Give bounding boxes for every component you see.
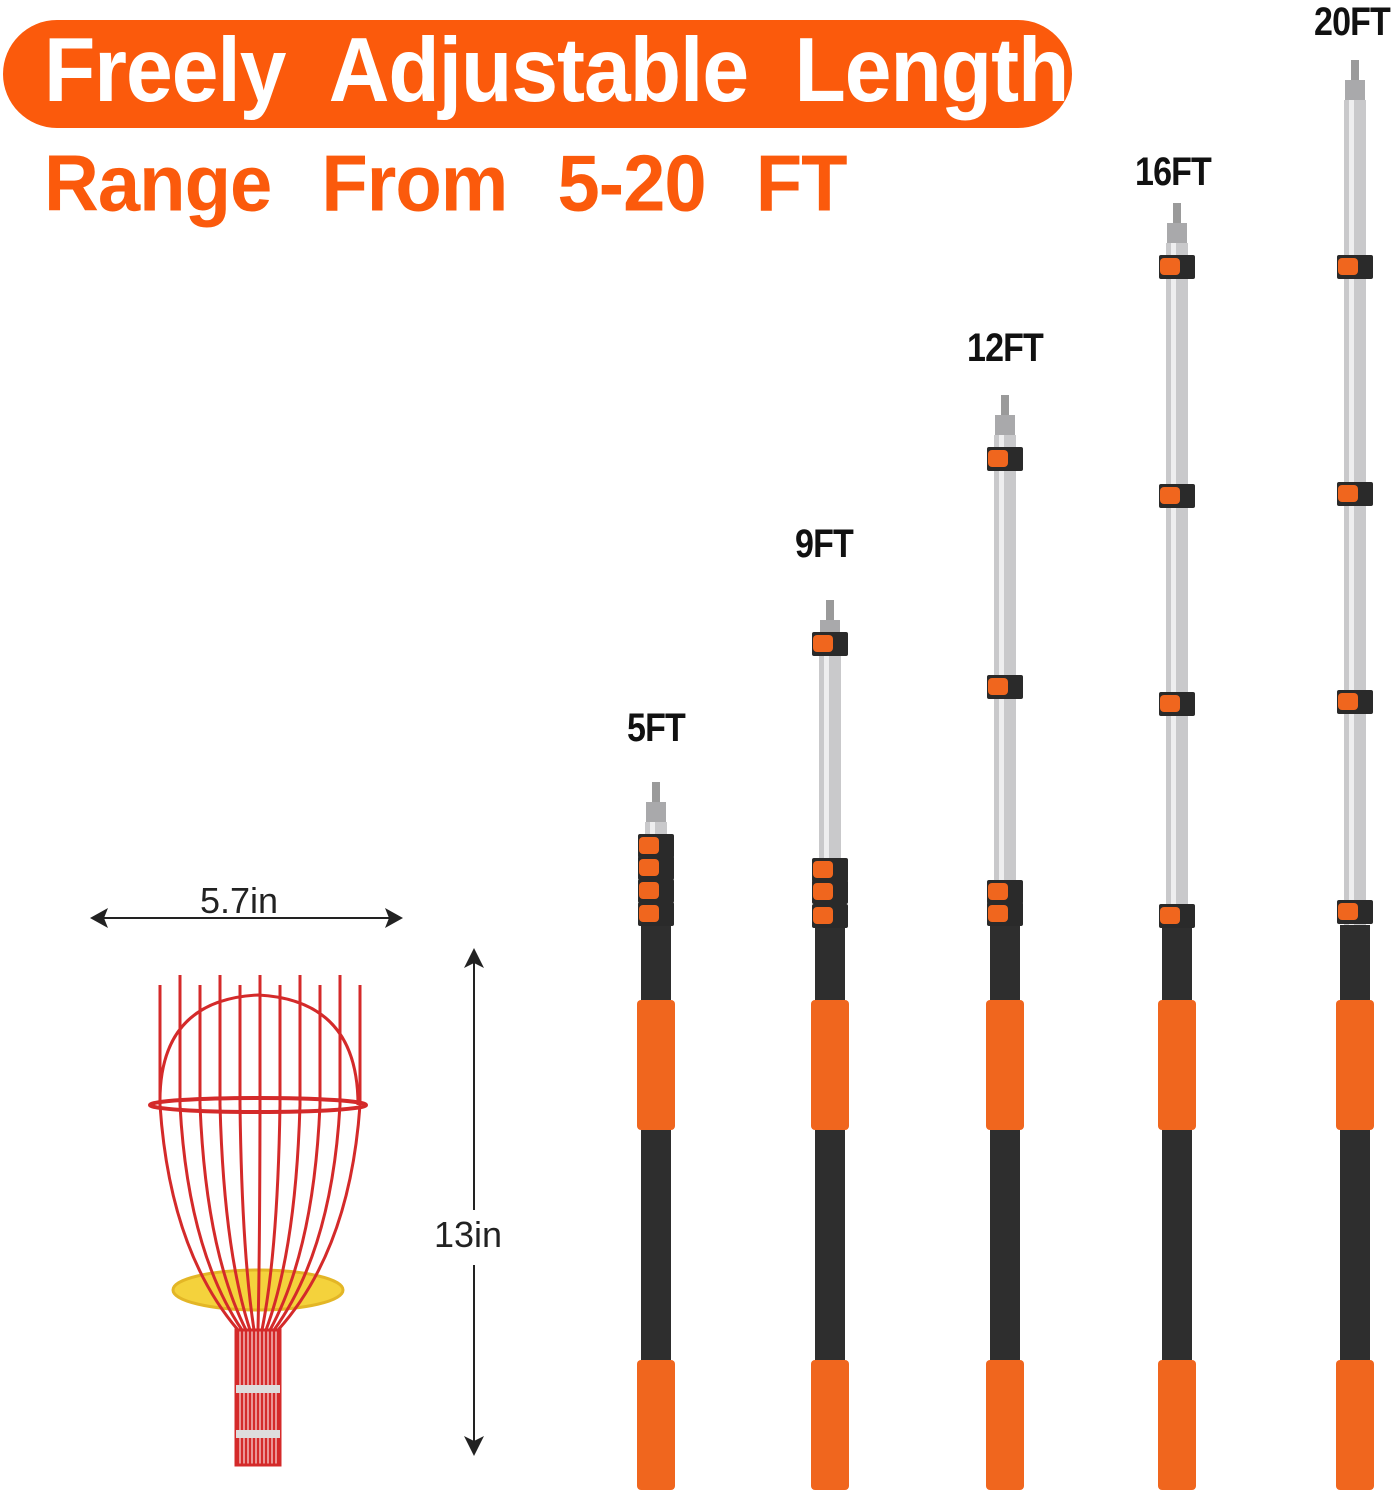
arrow-head-up-icon [464,948,484,968]
pole-5ft-clamp-lever [639,905,659,922]
title-banner [3,20,1072,128]
basket-rim [148,1096,368,1114]
pole-9ft-highlight [824,640,829,925]
pole-5ft-clamp-lever [639,882,659,899]
pole-9ft-clamp-lever [813,861,833,878]
pole-9ft-clamp-lever [813,907,833,924]
arrow-head-left-icon [90,908,108,928]
basket-wire [198,985,248,1465]
pole-9ft-clamp-lever [813,883,833,900]
pole-16ft-clamp-lever [1160,907,1180,924]
pole-16ft-silver-section [1166,243,1188,925]
pole-16ft-lower-grip [1158,1360,1196,1490]
basket-wire [238,985,256,1465]
basket-wire [218,975,252,1465]
pole-20ft-clamp-lever [1338,258,1358,275]
basket-arch [158,993,360,1106]
pole-12ft-lower-grip [986,1360,1024,1490]
pole-20ft-silver-section [1344,100,1366,925]
pole-label-16ft: 16FT [1135,150,1212,194]
pole-label-9ft: 9FT [795,522,854,566]
pole-5ft-thread [652,782,660,804]
basket-clamp [236,1430,280,1438]
pole-20ft-upper-grip [1336,1000,1374,1130]
pole-16ft-thread [1173,203,1181,225]
pole-20ft-clamp-lever [1338,485,1358,502]
basket-clamp [236,1385,280,1393]
pole-9ft-lower-grip [811,1360,849,1490]
pole-5ft-upper-grip [637,1000,675,1130]
title: Freely Adjustable Length [44,19,1069,121]
pole-20ft-lower-grip [1336,1360,1374,1490]
pole-12ft-clamp-lever [988,905,1008,922]
pole-label-5ft: 5FT [627,706,686,750]
pole-20ft-highlight [1349,100,1354,925]
basket-width-label: 5.7in [200,880,279,921]
pole-label-20ft: 20FT [1314,0,1391,44]
pole-9ft-thread [826,600,834,622]
basket-wire [268,985,322,1465]
basket-wire [158,985,240,1465]
basket-wire [178,975,244,1465]
pole-16ft-upper-grip [1158,1000,1196,1130]
pole-9ft-clamp-lever [813,635,833,652]
pole-12ft-clamp-lever [988,678,1008,695]
arrow-head-down-icon [464,1436,484,1456]
pole-12ft-clamp-lever [988,450,1008,467]
pole-label-12ft: 12FT [967,326,1044,370]
pole-5ft-lower-grip [637,1360,675,1490]
pole-12ft-thread [1001,395,1009,417]
basket-wire [264,975,302,1465]
pole-20ft-clamp-lever [1338,903,1358,920]
pole-20ft-thread [1351,60,1359,82]
pole-5ft-clamp-lever [639,859,659,876]
pole-12ft-upper-grip [986,1000,1024,1130]
subtitle: Range From 5-20 FT [44,139,848,229]
pole-5ft-clamp-lever [639,837,659,854]
basket-wire [276,985,362,1465]
pole-16ft-clamp-lever [1160,695,1180,712]
pole-20ft-clamp-lever [1338,693,1358,710]
pole-16ft-clamp-lever [1160,487,1180,504]
basket-wire [256,975,262,1465]
basket-height-label: 13in [434,1214,503,1255]
basket-neck [234,1328,282,1467]
basket-wire [260,985,282,1465]
pole-16ft-highlight [1171,243,1176,925]
pole-12ft-clamp-lever [988,883,1008,900]
pole-9ft-upper-grip [811,1000,849,1130]
pole-16ft-clamp-lever [1160,258,1180,275]
arrow-head-right-icon [385,908,403,928]
basket-wire [272,975,342,1465]
